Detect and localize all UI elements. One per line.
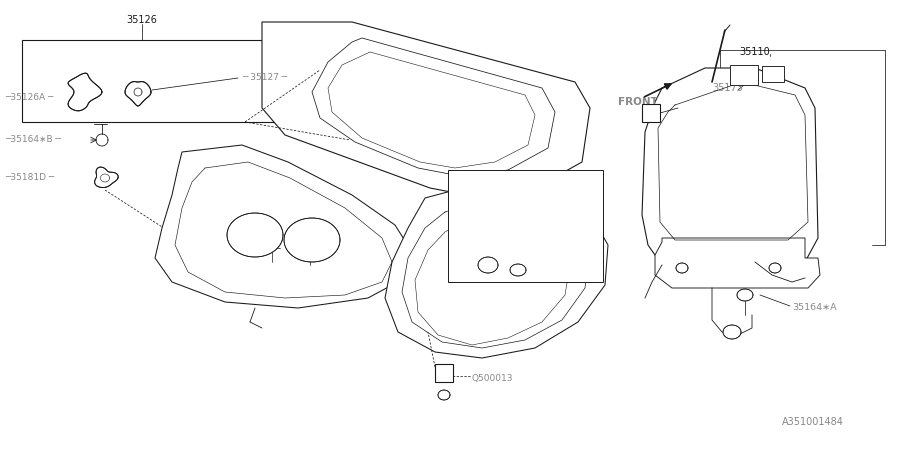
Text: 35110: 35110 [740,47,770,57]
Polygon shape [438,390,450,400]
Polygon shape [385,182,608,358]
Polygon shape [328,52,535,168]
Text: ─35164∗B ─: ─35164∗B ─ [5,135,61,144]
Bar [435,364,453,382]
Polygon shape [510,264,526,276]
Polygon shape [284,218,340,262]
Polygon shape [125,81,151,106]
Polygon shape [94,167,118,188]
Text: 35126: 35126 [127,15,158,25]
Polygon shape [737,289,753,301]
Polygon shape [723,325,741,339]
Bar [730,65,758,85]
Text: ─35126A ─: ─35126A ─ [5,94,53,103]
Text: FRONT: FRONT [618,97,658,107]
Text: A351001484: A351001484 [782,417,844,427]
Bar [762,66,784,82]
Polygon shape [262,22,590,198]
Polygon shape [642,68,818,285]
Polygon shape [769,263,781,273]
Polygon shape [68,73,102,111]
Text: 35164∗A: 35164∗A [792,303,837,312]
Polygon shape [155,145,412,308]
Text: A: A [441,369,447,378]
Polygon shape [655,238,820,288]
Polygon shape [676,263,688,273]
Text: 35180: 35180 [512,173,543,183]
Text: W130092: W130092 [505,257,548,266]
Text: 35173: 35173 [712,83,742,93]
Bar [642,104,660,122]
Polygon shape [312,38,555,176]
Text: Q500013: Q500013 [472,374,514,382]
Text: ─FIG.930: ─FIG.930 [488,198,530,207]
Polygon shape [227,213,283,257]
Polygon shape [478,257,498,273]
Bar [22,40,302,122]
Text: A: A [648,108,654,117]
Text: ─ 35127 ─: ─ 35127 ─ [242,73,287,82]
Bar [448,170,603,282]
Text: ─35181D ─: ─35181D ─ [5,174,54,183]
